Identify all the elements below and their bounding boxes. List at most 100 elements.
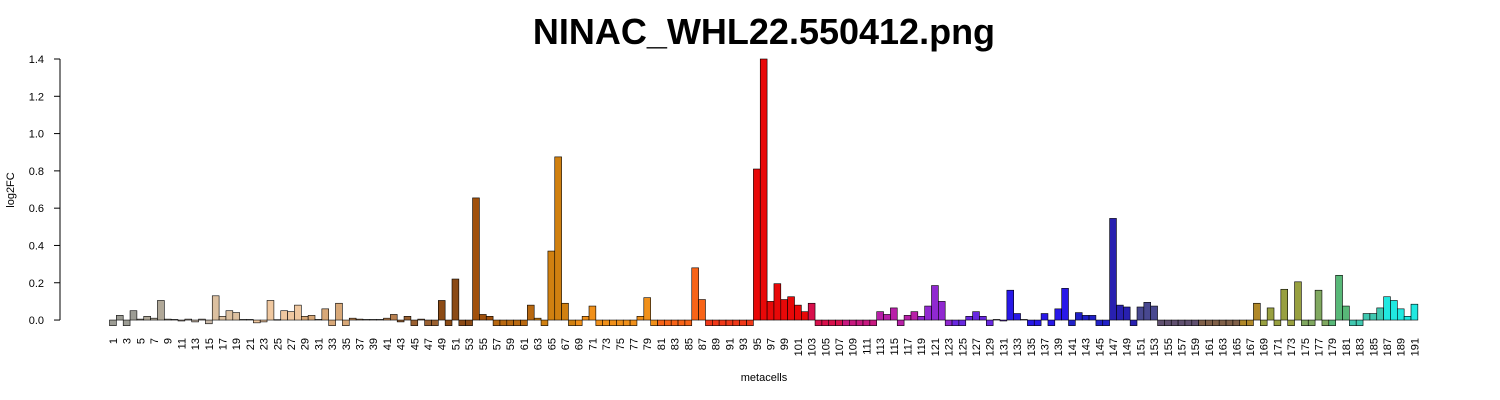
- x-tick-label: 47: [423, 338, 435, 350]
- bar: [1349, 319, 1357, 326]
- y-tick-label: 0.2: [29, 278, 44, 290]
- x-tick-label: 1: [108, 338, 120, 344]
- bar: [164, 318, 172, 321]
- bar: [424, 319, 432, 326]
- x-tick-label: 179: [1327, 338, 1339, 356]
- bar: [1068, 319, 1076, 326]
- x-tick-label: 129: [985, 338, 997, 356]
- bar: [307, 315, 316, 321]
- x-tick-label: 97: [766, 338, 778, 350]
- bar: [958, 319, 967, 326]
- bar: [177, 319, 186, 322]
- bar: [1047, 319, 1056, 326]
- bar: [794, 304, 802, 321]
- bar: [924, 305, 932, 321]
- x-tick-label: 153: [1149, 338, 1161, 356]
- x-tick-label: 51: [450, 338, 462, 350]
- bar: [109, 319, 117, 326]
- bar: [321, 308, 330, 321]
- bar: [1102, 319, 1110, 326]
- bar: [985, 319, 994, 326]
- x-tick-label: 123: [944, 338, 956, 356]
- bar: [150, 317, 158, 321]
- bar: [1239, 319, 1247, 326]
- bar: [554, 156, 562, 321]
- x-tick-label: 29: [300, 338, 312, 350]
- bar: [1006, 289, 1014, 321]
- bar: [931, 285, 939, 321]
- bar: [246, 319, 254, 321]
- x-tick-label: 175: [1300, 338, 1312, 356]
- bar: [328, 319, 336, 326]
- x-tick-label: 61: [519, 338, 531, 350]
- bar: [1081, 315, 1090, 321]
- x-tick-label: 55: [478, 338, 490, 350]
- bar: [725, 319, 734, 326]
- x-tick-label: 103: [807, 338, 819, 356]
- bar: [807, 302, 816, 321]
- bar: [369, 319, 377, 321]
- bar: [622, 319, 631, 326]
- bar: [294, 304, 302, 321]
- bar: [705, 319, 713, 326]
- bar: [1191, 319, 1199, 326]
- x-tick-label: 151: [1135, 338, 1147, 356]
- bar: [1212, 319, 1220, 326]
- bar: [828, 319, 836, 326]
- bar: [1232, 319, 1241, 326]
- bar: [896, 319, 905, 326]
- x-tick-label: 15: [204, 338, 216, 350]
- x-tick-label: 107: [834, 338, 846, 356]
- x-tick-label: 79: [642, 338, 654, 350]
- x-tick-label: 159: [1190, 338, 1202, 356]
- x-tick-label: 105: [820, 338, 832, 356]
- bar: [218, 316, 227, 321]
- y-axis-label: log2FC: [5, 172, 17, 208]
- x-tick-label: 109: [848, 338, 860, 356]
- bar: [383, 317, 391, 321]
- bar: [780, 299, 788, 321]
- bar: [211, 295, 220, 321]
- bar: [746, 319, 754, 326]
- bar: [848, 319, 857, 326]
- bar: [835, 319, 843, 326]
- bar: [287, 311, 295, 321]
- x-tick-label: 53: [464, 338, 476, 350]
- bar: [1383, 296, 1391, 321]
- bar: [143, 316, 151, 321]
- bar: [1129, 319, 1138, 326]
- bar: [938, 301, 946, 321]
- bar: [492, 319, 501, 326]
- x-tick-label: 177: [1314, 338, 1326, 356]
- x-tick-label: 3: [122, 338, 134, 344]
- bar: [1376, 307, 1384, 321]
- bar: [636, 316, 645, 321]
- bar: [903, 315, 912, 321]
- bar: [520, 319, 528, 326]
- bar: [568, 319, 576, 326]
- x-tick-label: 161: [1204, 338, 1216, 356]
- bar: [773, 283, 782, 321]
- y-tick-label: 0.4: [29, 240, 44, 252]
- x-tick-label: 163: [1218, 338, 1230, 356]
- bar: [390, 314, 398, 321]
- bar: [1061, 288, 1069, 321]
- bar: [670, 319, 679, 326]
- bar: [396, 319, 405, 323]
- x-tick-label: 11: [176, 338, 188, 349]
- bar: [280, 310, 288, 321]
- bar: [602, 319, 610, 326]
- bar: [876, 311, 884, 321]
- x-tick-label: 173: [1286, 338, 1298, 356]
- x-tick-label: 5: [135, 338, 147, 344]
- x-tick-label: 85: [683, 338, 695, 350]
- bar: [1287, 319, 1295, 326]
- bar: [664, 319, 672, 326]
- bar: [1054, 308, 1062, 321]
- bar: [1328, 319, 1336, 326]
- bar: [403, 316, 412, 321]
- bar: [116, 315, 124, 321]
- bar: [561, 302, 569, 321]
- bar: [588, 305, 597, 321]
- bar: [1294, 281, 1302, 321]
